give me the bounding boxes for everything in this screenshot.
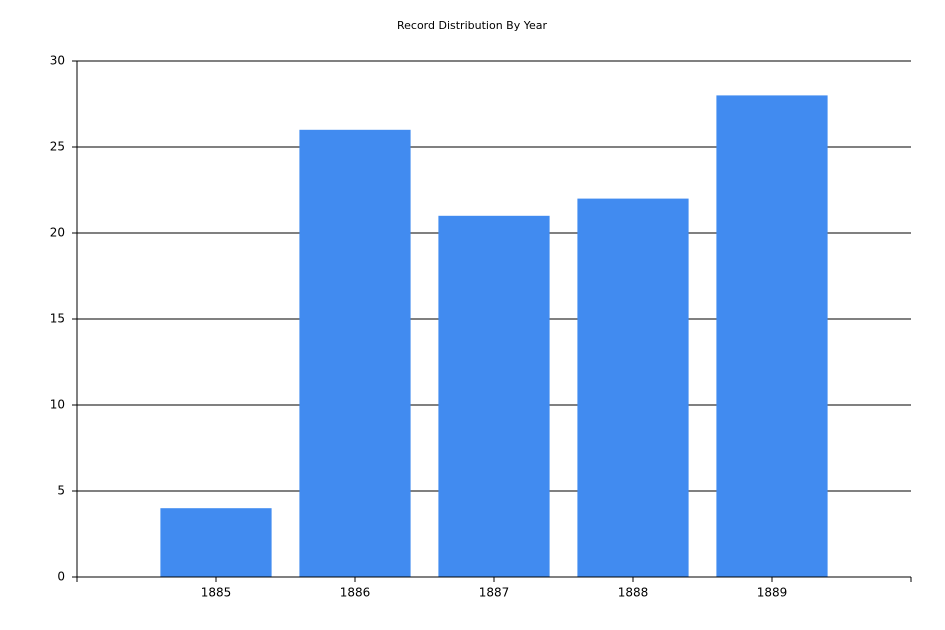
x-tick-label: 1887 (479, 586, 510, 600)
x-tick-label: 1886 (340, 586, 371, 600)
bar (438, 215, 550, 578)
bar (716, 95, 828, 578)
x-tick-label: 1885 (201, 586, 232, 600)
x-tick-label: 1889 (757, 586, 788, 600)
x-tick-label: 1888 (618, 586, 649, 600)
bar (299, 129, 411, 578)
y-tick-label: 15 (50, 312, 65, 326)
y-tick-label: 20 (50, 226, 65, 240)
y-tick-label: 25 (50, 140, 65, 154)
y-tick-label: 10 (50, 398, 65, 412)
bar (160, 508, 272, 577)
y-tick-label: 0 (57, 570, 65, 584)
y-tick-label: 5 (57, 484, 65, 498)
y-tick-label: 30 (50, 54, 65, 68)
chart-title: Record Distribution By Year (397, 19, 547, 32)
bar (577, 198, 689, 577)
